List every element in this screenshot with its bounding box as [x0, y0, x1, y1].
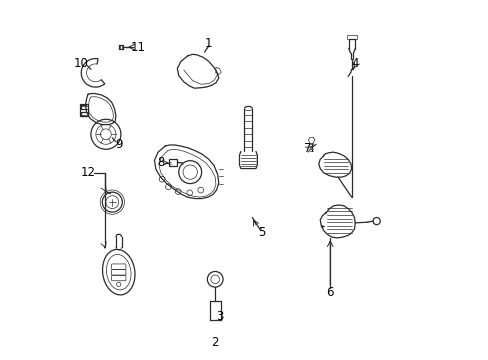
Text: 8: 8 — [157, 156, 164, 169]
Text: 4: 4 — [351, 57, 358, 71]
Bar — [80, 104, 88, 116]
Text: 1: 1 — [204, 37, 212, 50]
Text: 9: 9 — [115, 138, 122, 151]
Text: 11: 11 — [130, 41, 145, 54]
Text: 12: 12 — [81, 166, 95, 179]
Text: 10: 10 — [74, 57, 88, 71]
Text: 5: 5 — [258, 226, 265, 239]
Bar — [169, 159, 177, 166]
Text: 3: 3 — [215, 310, 223, 323]
Bar — [346, 35, 356, 39]
Text: 7: 7 — [304, 142, 311, 155]
Text: 2: 2 — [211, 336, 219, 350]
Text: 6: 6 — [326, 286, 333, 299]
